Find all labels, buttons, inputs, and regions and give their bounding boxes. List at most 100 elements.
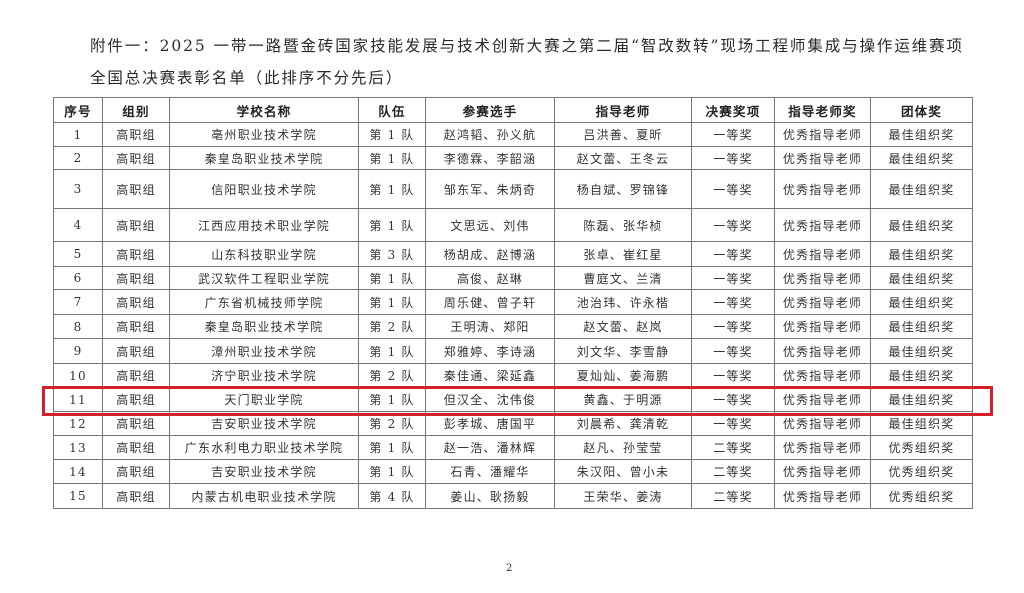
- cell-team-award: 最佳组织奖: [870, 387, 973, 412]
- cell-contestants: 彭孝城、唐国平: [425, 411, 555, 436]
- cell-index: 9: [53, 338, 103, 364]
- cell-index: 1: [53, 122, 103, 147]
- cell-contestants: 文思远、刘伟: [425, 208, 555, 242]
- header-instructor-award: 指导老师奖: [774, 97, 871, 123]
- cell-school: 吉安职业技术学院: [169, 411, 359, 436]
- cell-team-award: 最佳组织奖: [870, 169, 973, 209]
- cell-instructor-award: 优秀指导老师: [774, 289, 871, 315]
- cell-instructor-award: 优秀指导老师: [774, 266, 871, 290]
- cell-contestants: 赵一浩、潘林辉: [425, 435, 555, 460]
- cell-instructor-award: 优秀指导老师: [774, 387, 871, 412]
- cell-school: 江西应用技术职业学院: [169, 208, 359, 242]
- header-group: 组别: [102, 97, 170, 123]
- document-title-line2: 全国总决赛表彰名单（此排序不分先后）: [90, 69, 404, 87]
- cell-school: 信阳职业技术学院: [169, 169, 359, 209]
- cell-school: 山东科技职业学院: [169, 241, 359, 267]
- cell-final-award: 二等奖: [691, 483, 775, 509]
- cell-team: 第 1 队: [358, 122, 426, 147]
- cell-instructor-award: 优秀指导老师: [774, 122, 871, 147]
- document-title-line1: 附件一：2025 一带一路暨金砖国家技能发展与技术创新大赛之第二届“智改数转”现…: [90, 37, 964, 55]
- cell-contestants: 周乐健、曾子轩: [425, 289, 555, 315]
- header-team-award: 团体奖: [870, 97, 973, 123]
- header-school: 学校名称: [169, 97, 359, 123]
- cell-instructors: 杨自斌、罗锦锋: [554, 169, 692, 209]
- cell-contestants: 王明涛、郑阳: [425, 314, 555, 339]
- cell-team: 第 1 队: [358, 387, 426, 412]
- cell-team-award: 最佳组织奖: [870, 122, 973, 147]
- cell-team-award: 优秀组织奖: [870, 459, 973, 484]
- cell-final-award: 一等奖: [691, 241, 775, 267]
- cell-team-award: 最佳组织奖: [870, 314, 973, 339]
- header-final-award: 决赛奖项: [691, 97, 775, 123]
- table-row: 7 高职组 广东省机械技师学院第 1 队周乐健、曾子轩 池治玮、许永楷 一等奖 优秀指导老…: [53, 289, 973, 315]
- table-row: 4 高职组 江西应用技术职业学院第 1 队文思远、刘伟 陈磊、张华桢 一等奖 优秀指导老师…: [53, 208, 973, 242]
- cell-team-award: 最佳组织奖: [870, 338, 973, 364]
- cell-index: 14: [53, 459, 103, 484]
- cell-group: 高职组: [102, 241, 170, 267]
- cell-team: 第 4 队: [358, 483, 426, 509]
- table-row: 10 高职组 济宁职业技术学院第 2 队秦佳通、梁延鑫 夏灿灿、姜海鹏 一等奖 优秀指导老…: [53, 363, 973, 388]
- cell-instructor-award: 优秀指导老师: [774, 241, 871, 267]
- table-row: 2 高职组 秦皇岛职业技术学院第 1 队李德霖、李韶涵 赵文蕾、王冬云 一等奖 优秀指导老…: [53, 146, 973, 170]
- cell-group: 高职组: [102, 208, 170, 242]
- cell-instructor-award: 优秀指导老师: [774, 411, 871, 436]
- cell-school: 武汉软件工程职业学院: [169, 266, 359, 290]
- cell-team-award: 最佳组织奖: [870, 208, 973, 242]
- cell-group: 高职组: [102, 169, 170, 209]
- cell-team: 第 1 队: [358, 338, 426, 364]
- cell-group: 高职组: [102, 387, 170, 412]
- cell-instructor-award: 优秀指导老师: [774, 483, 871, 509]
- cell-final-award: 一等奖: [691, 411, 775, 436]
- table-header-row: 序号 组别 学校名称 队伍 参赛选手 指导老师 决赛奖项 指导老师奖 团体奖: [53, 97, 973, 123]
- cell-instructors: 张卓、崔红星: [554, 241, 692, 267]
- cell-instructors: 夏灿灿、姜海鹏: [554, 363, 692, 388]
- cell-school: 广东水利电力职业技术学院: [169, 435, 359, 460]
- cell-instructor-award: 优秀指导老师: [774, 169, 871, 209]
- cell-school: 秦皇岛职业技术学院: [169, 314, 359, 339]
- cell-instructor-award: 优秀指导老师: [774, 146, 871, 170]
- cell-final-award: 一等奖: [691, 146, 775, 170]
- table-row: 14 高职组 吉安职业技术学院第 1 队石青、潘耀华 朱汉阳、曾小未 二等奖 优秀指导老师…: [53, 459, 973, 484]
- cell-group: 高职组: [102, 411, 170, 436]
- cell-final-award: 一等奖: [691, 266, 775, 290]
- table-row: 6 高职组 武汉软件工程职业学院第 1 队高俊、赵琳 曹庭文、兰清 一等奖 优秀指导老师最…: [53, 266, 973, 290]
- cell-instructors: 池治玮、许永楷: [554, 289, 692, 315]
- cell-instructors: 吕洪善、夏昕: [554, 122, 692, 147]
- cell-contestants: 姜山、耿扬毅: [425, 483, 555, 509]
- table-row: 13 高职组 广东水利电力职业技术学院第 1 队赵一浩、潘林辉 赵凡、孙莹莹 二等奖 优秀…: [53, 435, 973, 460]
- cell-instructors: 朱汉阳、曾小未: [554, 459, 692, 484]
- header-instructors: 指导老师: [554, 97, 692, 123]
- cell-team: 第 2 队: [358, 314, 426, 339]
- cell-team: 第 1 队: [358, 459, 426, 484]
- cell-index: 15: [53, 483, 103, 509]
- cell-team: 第 1 队: [358, 289, 426, 315]
- cell-school: 天门职业学院: [169, 387, 359, 412]
- cell-team-award: 最佳组织奖: [870, 146, 973, 170]
- cell-school: 漳州职业技术学院: [169, 338, 359, 364]
- table-row: 9 高职组 漳州职业技术学院第 1 队郑雅婷、李诗涵 刘文华、李雪静 一等奖 优秀指导老师…: [53, 338, 973, 364]
- cell-group: 高职组: [102, 363, 170, 388]
- cell-instructors: 赵凡、孙莹莹: [554, 435, 692, 460]
- cell-team: 第 1 队: [358, 208, 426, 242]
- cell-contestants: 邹东军、朱炳奇: [425, 169, 555, 209]
- cell-index: 2: [53, 146, 103, 170]
- cell-group: 高职组: [102, 338, 170, 364]
- cell-index: 12: [53, 411, 103, 436]
- cell-school: 广东省机械技师学院: [169, 289, 359, 315]
- header-team: 队伍: [358, 97, 426, 123]
- cell-final-award: 一等奖: [691, 387, 775, 412]
- table-row: 15 高职组 内蒙古机电职业技术学院第 4 队姜山、耿扬毅 王荣华、姜涛 二等奖 优秀指导…: [53, 483, 973, 509]
- cell-index: 10: [53, 363, 103, 388]
- cell-final-award: 一等奖: [691, 169, 775, 209]
- cell-index: 3: [53, 169, 103, 209]
- cell-team: 第 2 队: [358, 411, 426, 436]
- cell-group: 高职组: [102, 146, 170, 170]
- cell-team-award: 优秀组织奖: [870, 483, 973, 509]
- cell-contestants: 石青、潘耀华: [425, 459, 555, 484]
- cell-instructor-award: 优秀指导老师: [774, 314, 871, 339]
- cell-team: 第 1 队: [358, 169, 426, 209]
- cell-contestants: 但汉全、沈伟俊: [425, 387, 555, 412]
- cell-team: 第 2 队: [358, 363, 426, 388]
- cell-school: 秦皇岛职业技术学院: [169, 146, 359, 170]
- cell-instructors: 陈磊、张华桢: [554, 208, 692, 242]
